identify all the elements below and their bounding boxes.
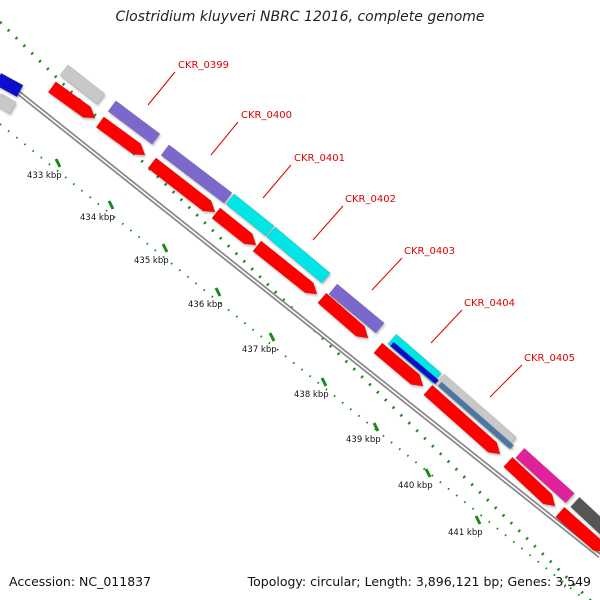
minus-gene-7[interactable] [373, 342, 424, 387]
minus-strand-genes [47, 81, 600, 552]
gene-callout-line [210, 121, 239, 156]
inner-tick-track [0, 123, 587, 600]
gene-callout-line [430, 309, 463, 344]
kbp-label: 438 kbp [294, 390, 329, 400]
gene-callout-line [489, 364, 523, 398]
minus-gene-4[interactable] [211, 207, 257, 246]
plus-gene-12[interactable] [437, 381, 515, 450]
plus-gene-3[interactable] [59, 64, 106, 105]
gene-callout-line [312, 205, 344, 241]
kbp-major-tick [424, 468, 432, 478]
plus-gene-10[interactable] [389, 341, 440, 385]
minus-gene-8[interactable] [423, 384, 501, 455]
kbp-label: 436 kbp [188, 300, 223, 310]
kbp-label: 433 kbp [27, 171, 62, 181]
kbp-major-tick [268, 332, 276, 342]
kbp-label: 440 kbp [398, 481, 433, 491]
kbp-tick-marks [54, 158, 482, 525]
gene-callout-line [147, 71, 176, 106]
minus-gene-5[interactable] [252, 240, 318, 295]
plus-gene-1[interactable] [0, 72, 24, 98]
kbp-label: 439 kbp [346, 435, 381, 445]
kbp-major-tick [54, 158, 62, 168]
kbp-major-tick [372, 422, 380, 432]
gene-label-CKR_0405[interactable]: CKR_0405 [524, 353, 575, 364]
gene-label-CKR_0400[interactable]: CKR_0400 [241, 110, 292, 121]
plus-gene-7[interactable] [266, 226, 331, 284]
kbp-label: 437 kbp [242, 345, 277, 355]
plus-gene-14[interactable] [570, 496, 600, 535]
plus-gene-4[interactable] [107, 100, 161, 145]
gene-label-CKR_0403[interactable]: CKR_0403 [404, 246, 455, 257]
kbp-major-tick [320, 377, 328, 387]
kbp-major-tick [107, 200, 115, 210]
plus-gene-6[interactable] [225, 193, 275, 237]
minus-gene-6[interactable] [317, 292, 369, 339]
kbp-labels: 433 kbp 434 kbp 435 kbp 436 kbp 437 kbp 438 k… [27, 171, 483, 538]
map-title: Clostridium kluyveri NBRC 12016, complet… [115, 9, 485, 25]
kbp-major-tick [474, 515, 482, 525]
minus-gene-3[interactable] [147, 157, 216, 213]
minus-gene-9[interactable] [503, 456, 556, 507]
genome-summary-text: Topology: circular; Length: 3,896,121 bp… [247, 574, 591, 589]
gene-callout-line [371, 257, 403, 291]
plus-gene-2[interactable] [0, 92, 17, 115]
kbp-label: 435 kbp [134, 256, 169, 266]
plus-gene-5[interactable] [160, 144, 233, 204]
plus-gene-13[interactable] [515, 447, 575, 504]
kbp-label: 434 kbp [80, 213, 115, 223]
gene-callouts: CKR_0399 CKR_0400 CKR_0401 CKR_0402 CKR_0403… [147, 60, 575, 398]
gene-label-CKR_0401[interactable]: CKR_0401 [294, 153, 345, 164]
backbone-inner [0, 77, 600, 557]
kbp-major-tick [214, 287, 222, 297]
minus-gene-1[interactable] [47, 81, 96, 119]
minus-gene-2[interactable] [95, 116, 146, 156]
gene-label-CKR_0404[interactable]: CKR_0404 [464, 298, 515, 309]
plus-gene-8[interactable] [328, 283, 385, 334]
kbp-major-tick [161, 243, 169, 253]
gene-label-CKR_0402[interactable]: CKR_0402 [345, 194, 396, 205]
plus-strand-genes [0, 64, 600, 535]
gene-callout-line [262, 164, 292, 199]
gene-label-CKR_0399[interactable]: CKR_0399 [178, 60, 229, 71]
minus-gene-10[interactable] [555, 506, 600, 552]
kbp-label: 441 kbp [448, 528, 483, 538]
accession-text: Accession: NC_011837 [9, 574, 152, 589]
